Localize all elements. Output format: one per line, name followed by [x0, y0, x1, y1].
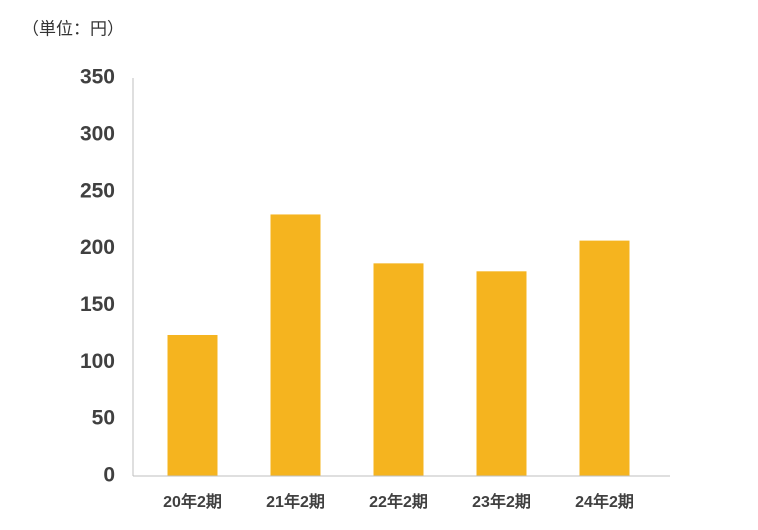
y-tick-label: 200 [80, 236, 115, 259]
y-tick-label: 300 [80, 122, 115, 145]
bar [476, 271, 527, 476]
y-tick-label: 50 [92, 407, 115, 430]
y-tick-label: 100 [80, 350, 115, 373]
x-tick-label: 23年2期 [472, 492, 531, 511]
x-tick-label: 21年2期 [266, 492, 325, 511]
unit-label: （単位：円） [22, 19, 124, 38]
x-tick-label: 20年2期 [163, 492, 222, 511]
y-tick-label: 250 [80, 179, 115, 202]
bar [270, 214, 321, 476]
y-tick-label: 350 [80, 66, 115, 89]
y-tick-label: 150 [80, 293, 115, 316]
bar [167, 334, 218, 476]
bar [373, 263, 424, 476]
bar [579, 240, 630, 476]
y-tick-label: 0 [103, 464, 115, 487]
x-tick-label: 24年2期 [575, 492, 634, 511]
x-tick-label: 22年2期 [369, 492, 428, 511]
